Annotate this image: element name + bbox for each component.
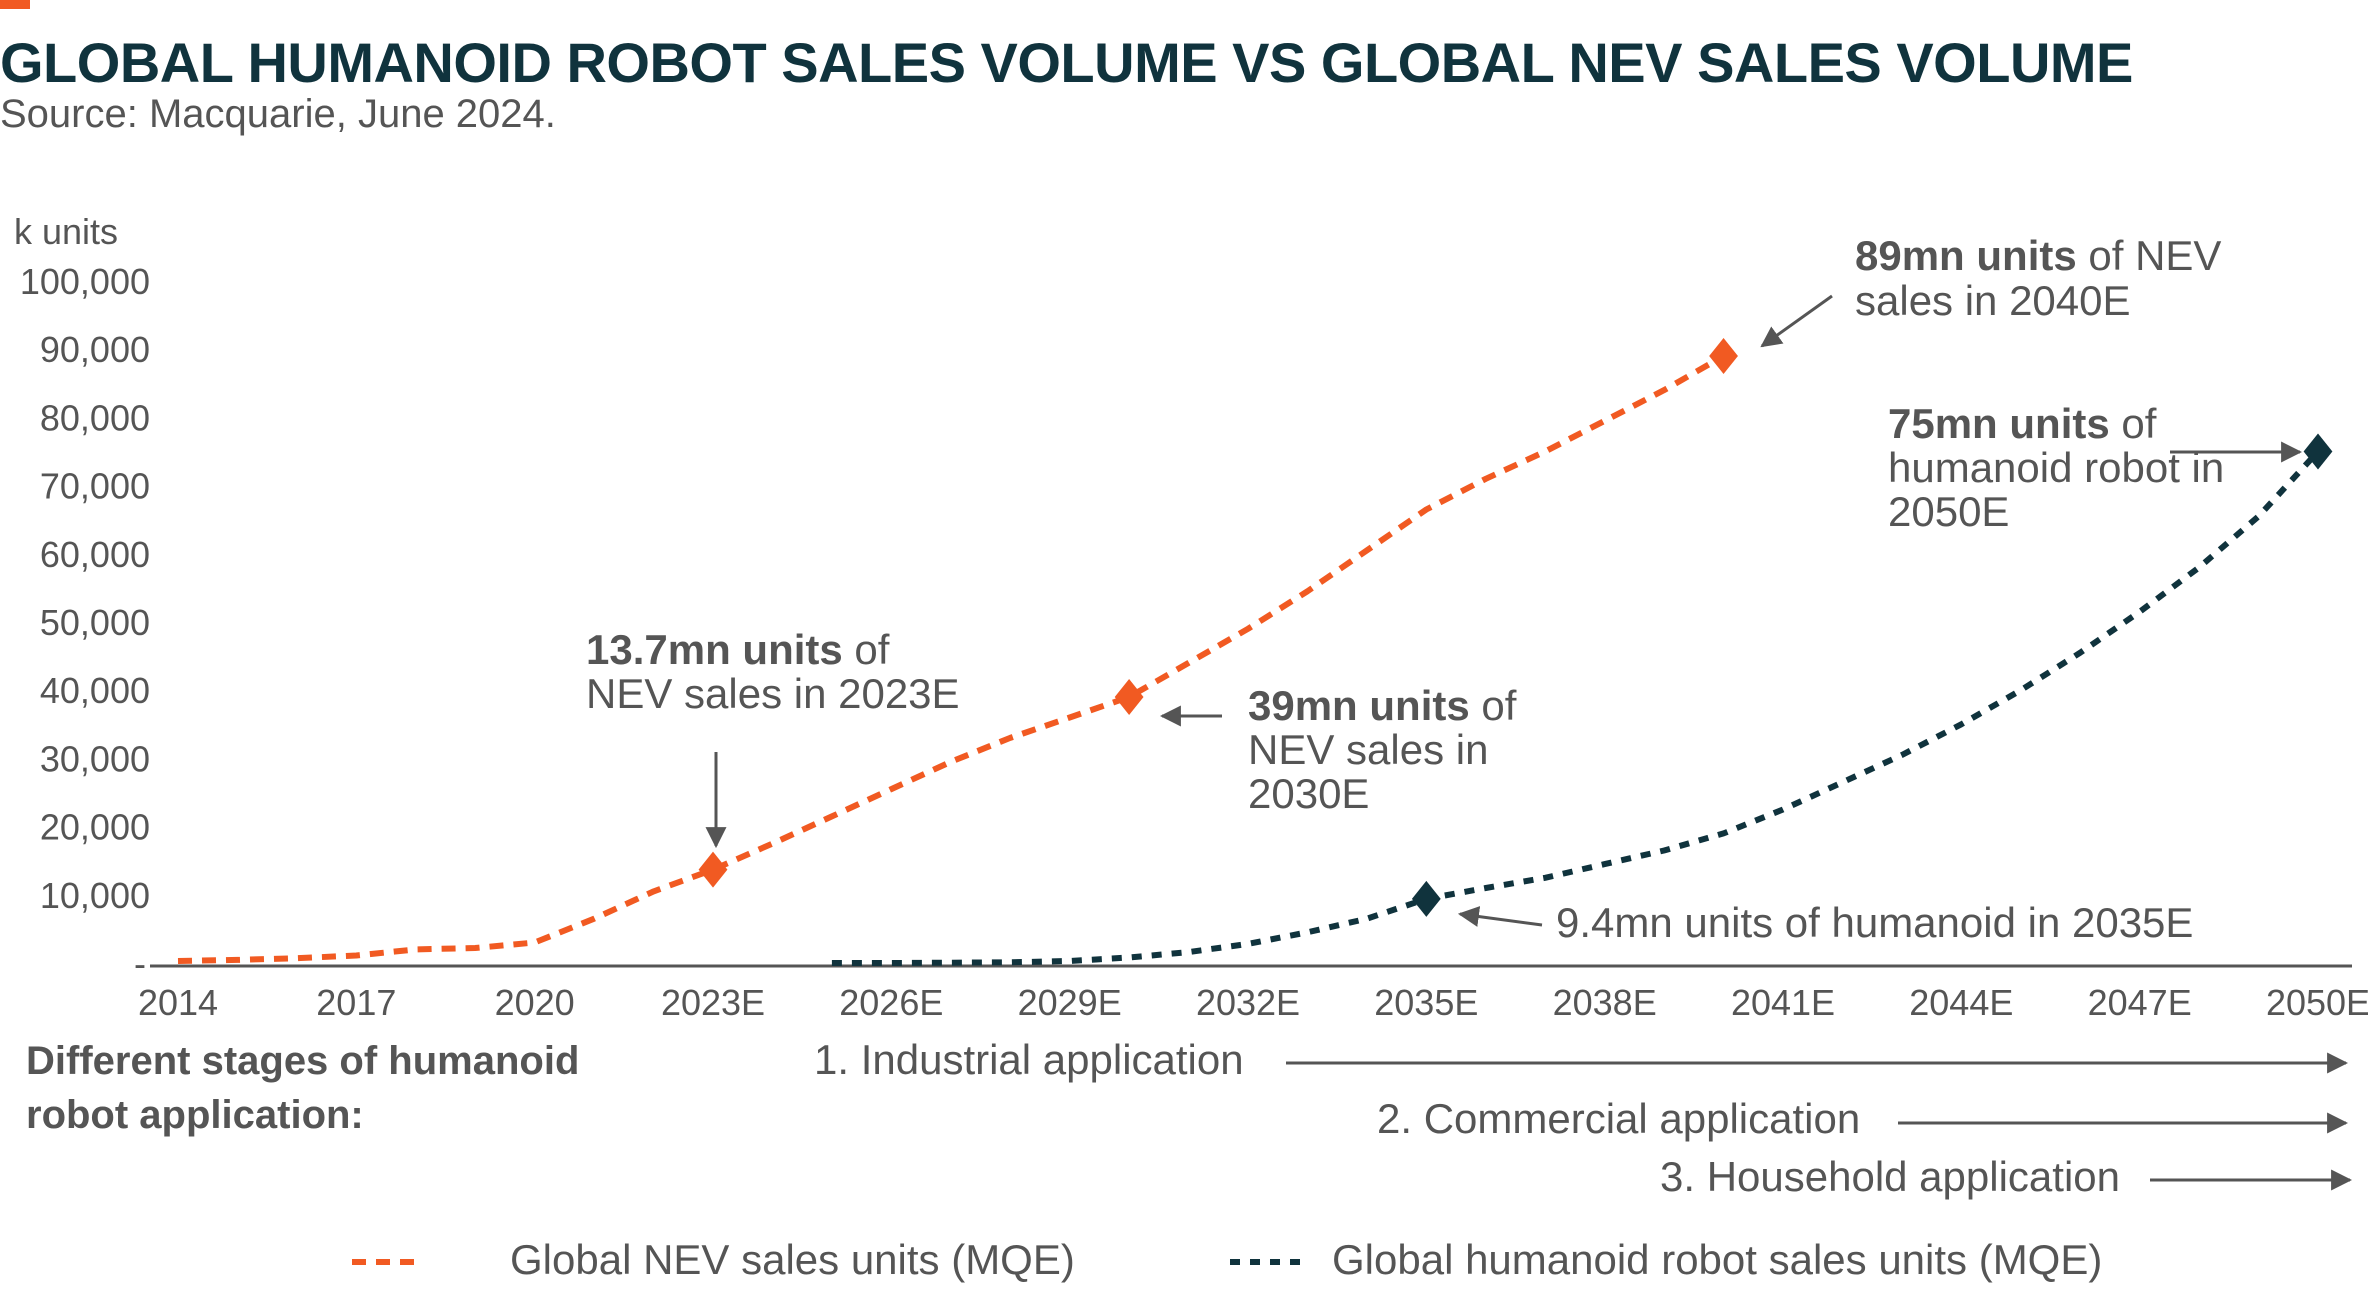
- chart-title: GLOBAL HUMANOID ROBOT SALES VOLUME VS GL…: [0, 31, 2133, 94]
- stages-heading-line2: robot application:: [26, 1093, 364, 1137]
- x-tick-label: 2050E: [2266, 982, 2368, 1023]
- x-tick-label: 2044E: [1909, 982, 2013, 1023]
- x-tick-label: 2032E: [1196, 982, 1300, 1023]
- svg-text:89mn units of NEV: 89mn units of NEV: [1855, 232, 2221, 279]
- y-tick-label: 80,000: [40, 397, 150, 438]
- x-tick-label: 2035E: [1374, 982, 1478, 1023]
- annotation-nev-2030-bold: 39mn units: [1248, 682, 1470, 729]
- svg-text:75mn units of: 75mn units of: [1888, 400, 2157, 447]
- annotation-nev-2030-line3: 2030E: [1248, 770, 1369, 817]
- x-tick-label: 2041E: [1731, 982, 1835, 1023]
- annotation-nev-2030: 39mn units of NEV sales in 2030E: [1159, 682, 1517, 817]
- robot-series-line: [831, 449, 2321, 966]
- x-tick-label: 2029E: [1018, 982, 1122, 1023]
- x-tick-label: 2014: [138, 982, 218, 1023]
- annotation-nev-2030-line2: NEV sales in: [1248, 726, 1488, 773]
- robot-marker-2050: [2303, 433, 2333, 470]
- legend-robot-label: Global humanoid robot sales units (MQE): [1332, 1236, 2102, 1283]
- annotation-nev-2040-line2: sales in 2040E: [1855, 277, 2131, 324]
- y-tick-label: 90,000: [40, 329, 150, 370]
- annotation-robot-2035: 9.4mn units of humanoid in 2035E: [1457, 899, 2193, 946]
- annotation-robot-2035-arrow: [1457, 906, 1543, 927]
- legend: Global NEV sales units (MQE) Global huma…: [352, 1236, 2102, 1283]
- annotation-nev-2023-bold: 13.7mn units: [586, 626, 843, 673]
- nev-marker-2040: [1709, 338, 1738, 375]
- y-tick-label: -: [134, 943, 146, 984]
- accent-bar: [0, 0, 30, 9]
- y-tick-label: 20,000: [40, 807, 150, 848]
- y-tick-label: 60,000: [40, 534, 150, 575]
- annotation-nev-2030-rest: of: [1470, 682, 1517, 729]
- annotation-nev-2040-bold: 89mn units: [1855, 232, 2077, 279]
- annotation-nev-2023-line2: NEV sales in 2023E: [586, 670, 960, 717]
- annotation-robot-2050-rest: of: [2110, 400, 2157, 447]
- stage-household-label: 3. Household application: [1660, 1153, 2120, 1200]
- y-tick-label: 70,000: [40, 466, 150, 507]
- nev-marker-2030: [1114, 679, 1144, 716]
- x-tick-label: 2047E: [2088, 982, 2192, 1023]
- annotation-nev-2023-rest: of: [843, 626, 890, 673]
- x-tick-label: 2023E: [661, 982, 765, 1023]
- application-stages: Different stages of humanoid robot appli…: [26, 1036, 2353, 1200]
- annotation-nev-2023: 13.7mn units of NEV sales in 2023E: [586, 626, 960, 849]
- x-tick-label: 2026E: [839, 982, 943, 1023]
- nev-series-line: [177, 353, 1726, 964]
- robot-marker-2035: [1411, 880, 1441, 917]
- annotation-robot-2050-line2: humanoid robot in: [1888, 444, 2224, 491]
- chart-source: Source: Macquarie, June 2024.: [0, 92, 556, 136]
- annotation-robot-2050-line3: 2050E: [1888, 488, 2009, 535]
- svg-text:39mn units of: 39mn units of: [1248, 682, 1517, 729]
- nev-marker-2023: [698, 851, 728, 888]
- y-tick-label: 100,000: [20, 261, 150, 302]
- y-tick-label: 40,000: [40, 670, 150, 711]
- annotation-robot-2050-bold: 75mn units: [1888, 400, 2110, 447]
- legend-nev-label: Global NEV sales units (MQE): [510, 1236, 1075, 1283]
- svg-text:13.7mn units of: 13.7mn units of: [586, 626, 890, 673]
- y-tick-label: 10,000: [40, 875, 150, 916]
- annotation-robot-2035-text: 9.4mn units of humanoid in 2035E: [1556, 899, 2193, 946]
- x-tick-label: 2020: [495, 982, 575, 1023]
- annotation-robot-2050: 75mn units of humanoid robot in 2050E: [1888, 400, 2303, 535]
- y-axis-label: k units: [14, 211, 118, 252]
- x-tick-label: 2038E: [1553, 982, 1657, 1023]
- annotation-nev-2040: 89mn units of NEV sales in 2040E: [1760, 232, 2221, 348]
- stage-industrial-label: 1. Industrial application: [814, 1036, 1244, 1083]
- annotation-nev-2040-rest: of NEV: [2077, 232, 2222, 279]
- y-tick-label: 50,000: [40, 602, 150, 643]
- annotation-nev-2040-arrow: [1760, 294, 1833, 348]
- x-tick-label: 2017: [316, 982, 396, 1023]
- stages-heading-line1: Different stages of humanoid: [26, 1039, 579, 1083]
- stage-commercial-label: 2. Commercial application: [1377, 1095, 1860, 1142]
- y-tick-label: 30,000: [40, 738, 150, 779]
